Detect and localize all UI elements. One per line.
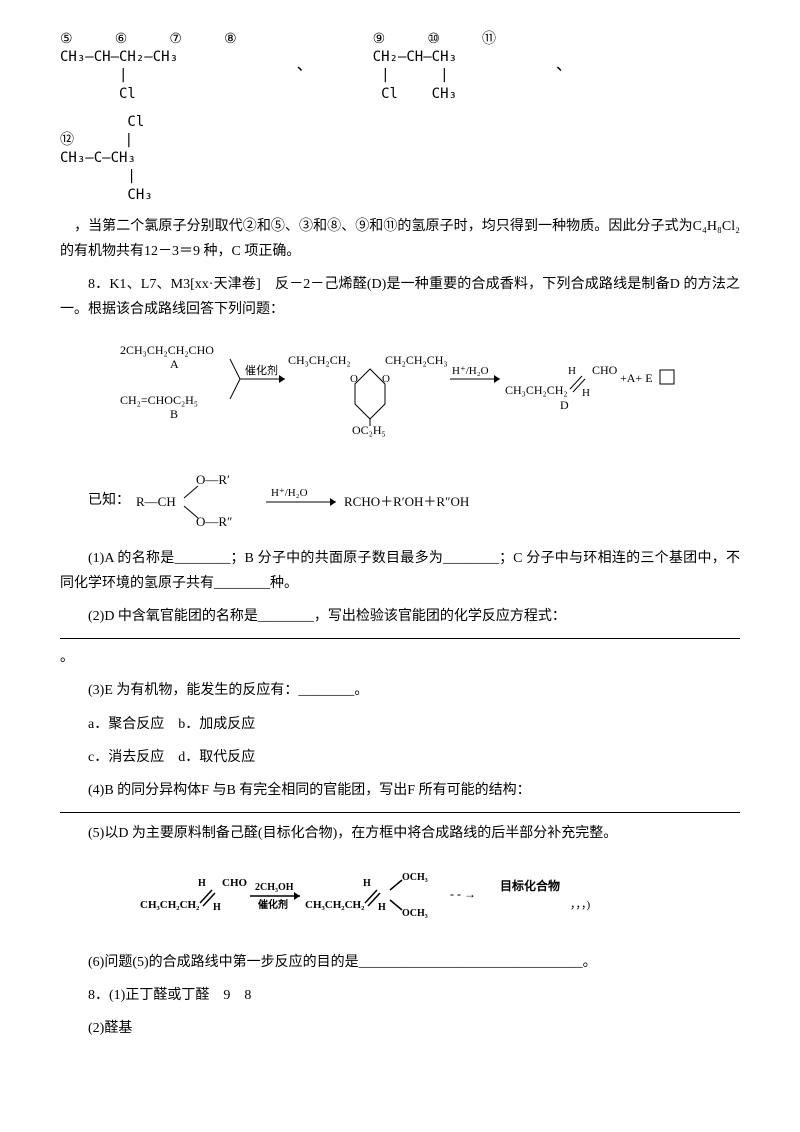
sch1-labelB: B (170, 407, 178, 421)
svg-text:H: H (568, 365, 576, 377)
svg-text:O: O (350, 373, 358, 385)
separator-1: 、 (297, 52, 313, 81)
s3-l5: CH₃ (60, 187, 153, 203)
s3-l2: ⑫ | (60, 132, 133, 148)
svg-text:H: H (378, 902, 386, 913)
sch2-mb: OCH₃ (402, 908, 428, 919)
s2-l3: | | (373, 67, 449, 83)
sch2-paren: ，，，) (570, 899, 590, 911)
known-prefix: 已知： (88, 488, 130, 513)
answer-2: (2)醛基 (60, 1016, 740, 1041)
sch1-arrow2: H⁺/H₂O (452, 365, 489, 377)
sch2-a1b: 催化剂 (258, 898, 288, 911)
question-3b: c．消去反应 d．取代反应 (60, 745, 740, 770)
question-4: (4)B 的同分异构体F 与B 有完全相同的官能团，写出F 所有可能的结构： (60, 778, 740, 803)
s3-l1: Cl (60, 114, 144, 130)
separator-2: 、 (556, 52, 572, 81)
kn-bot: O—R″ (196, 514, 232, 529)
question-8-lead: 8．K1、L7、M3[xx·天津卷] 反－2－己烯醛(D)是一种重要的合成香料，… (60, 272, 740, 322)
kn-top: O—R′ (196, 472, 230, 487)
s1-l1: ⑤ ⑥ ⑦ ⑧ (60, 31, 237, 47)
structures-row-1: ⑤ ⑥ ⑦ ⑧ CH₃—CH—CH₂—CH₃ | Cl 、 ⑨ ⑩ ⑪ CH₂—… (60, 30, 740, 103)
s1-l3: | (60, 67, 127, 83)
sch2-a1t: 2CH₃OH (255, 882, 294, 893)
sch2-mt: OCH₃ (402, 872, 428, 883)
s2-l2: CH₂—CH—CH₃ (373, 49, 457, 65)
sch1-cright: CH₂CH₂CH₃ (385, 353, 448, 367)
svg-text:H: H (582, 387, 590, 399)
t1: ，当第二个氯原子分别取代②和⑤、③和⑧、⑨和⑪的氢原子时，均只得到一种物质。因此… (60, 219, 740, 259)
svg-text:H: H (198, 878, 206, 889)
question-3: (3)E 为有机物，能发生的反应有：________。 (60, 678, 740, 703)
kn-arrow: H⁺/H₂O (271, 487, 308, 499)
sch2-left: CH₃CH₂CH₂ (140, 899, 200, 911)
question-3a: a．聚合反应 b．加成反应 (60, 712, 740, 737)
svg-text:H: H (213, 902, 221, 913)
sch1-dleft: CH₃CH₂CH₂ (505, 383, 568, 397)
svg-text:O: O (382, 373, 390, 385)
kn-mid: R—CH (136, 494, 176, 509)
question-1: (1)A 的名称是________；B 分子中的共面原子数目最多为_______… (60, 546, 740, 596)
sch2-dash: - - → (450, 887, 476, 901)
question-6: (6)问题(5)的合成路线中第一步反应的目的是_________________… (60, 950, 740, 975)
answer-1: 8．(1)正丁醛或丁醛 9 8 (60, 983, 740, 1008)
structure-1: ⑤ ⑥ ⑦ ⑧ CH₃—CH—CH₂—CH₃ | Cl (60, 30, 237, 103)
s1-l4: Cl (60, 86, 136, 102)
s2-l1: ⑨ ⑩ ⑪ (373, 31, 496, 47)
sch1-labelA: A (170, 357, 179, 371)
kn-right: RCHO＋R′OH＋R″OH (344, 494, 469, 509)
period: 。 (60, 645, 740, 670)
sch1-arrow1: 催化剂 (245, 363, 278, 377)
sch1-labelD: D (560, 398, 569, 412)
sch2-target: 目标化合物 (500, 878, 560, 893)
svg-text:H: H (363, 878, 371, 889)
sch1-reactB: CH₂=CHOC₂H₅ (120, 393, 198, 407)
structure-3: Cl ⑫ | CH₃—C—CH₃ | CH₃ (60, 113, 153, 204)
answer-line-q4 (60, 811, 740, 813)
question-2: (2)D 中含氧官能团的名称是________，写出检验该官能团的化学反应方程式… (60, 604, 740, 629)
structure-2: ⑨ ⑩ ⑪ CH₂—CH—CH₃ | | Cl CH₃ (373, 30, 496, 103)
s3-l4: | (60, 168, 136, 184)
sch2-mid: CH₃CH₂CH₂ (305, 899, 365, 911)
s1-l2: CH₃—CH—CH₂—CH₃ (60, 49, 178, 65)
known-reaction: 已知： O—R′ R—CH O—R″ H⁺/H₂O RCHO＋R′OH＋R″OH (88, 466, 740, 536)
question-5: (5)以D 为主要原料制备己醛(目标化合物)，在方框中将合成路线的后半部分补充完… (60, 821, 740, 846)
synthesis-scheme-1: 2CH₃CH₂CH₂CHO A CH₂=CHOC₂H₅ B 催化剂 CH₃CH₂… (60, 334, 740, 453)
sch1-tail: +A+ E (620, 371, 653, 385)
sch1-reactA: 2CH₃CH₂CH₂CHO (120, 343, 214, 357)
synthesis-scheme-2: CH₃CH₂CH₂ H H CHO 2CH₃OH 催化剂 CH₃CH₂CH₂ H… (60, 858, 740, 937)
s2-l4: Cl CH₃ (373, 86, 457, 102)
sch1-cbot: OC₂H₅ (352, 423, 386, 437)
answer-line-q2 (60, 637, 740, 639)
sch2-cho: CHO (222, 877, 248, 889)
structures-row-2: Cl ⑫ | CH₃—C—CH₃ | CH₃ (60, 113, 740, 204)
sch1-dright: CHO (592, 363, 618, 377)
sch1-ctop: CH₃CH₂CH₂ (288, 353, 351, 367)
explain-para: 占，当第二个氯原子分别取代②和⑤、③和⑧、⑨和⑪的氢原子时，均只得到一种物质。因… (60, 214, 740, 264)
s3-l3: CH₃—C—CH₃ (60, 150, 136, 166)
